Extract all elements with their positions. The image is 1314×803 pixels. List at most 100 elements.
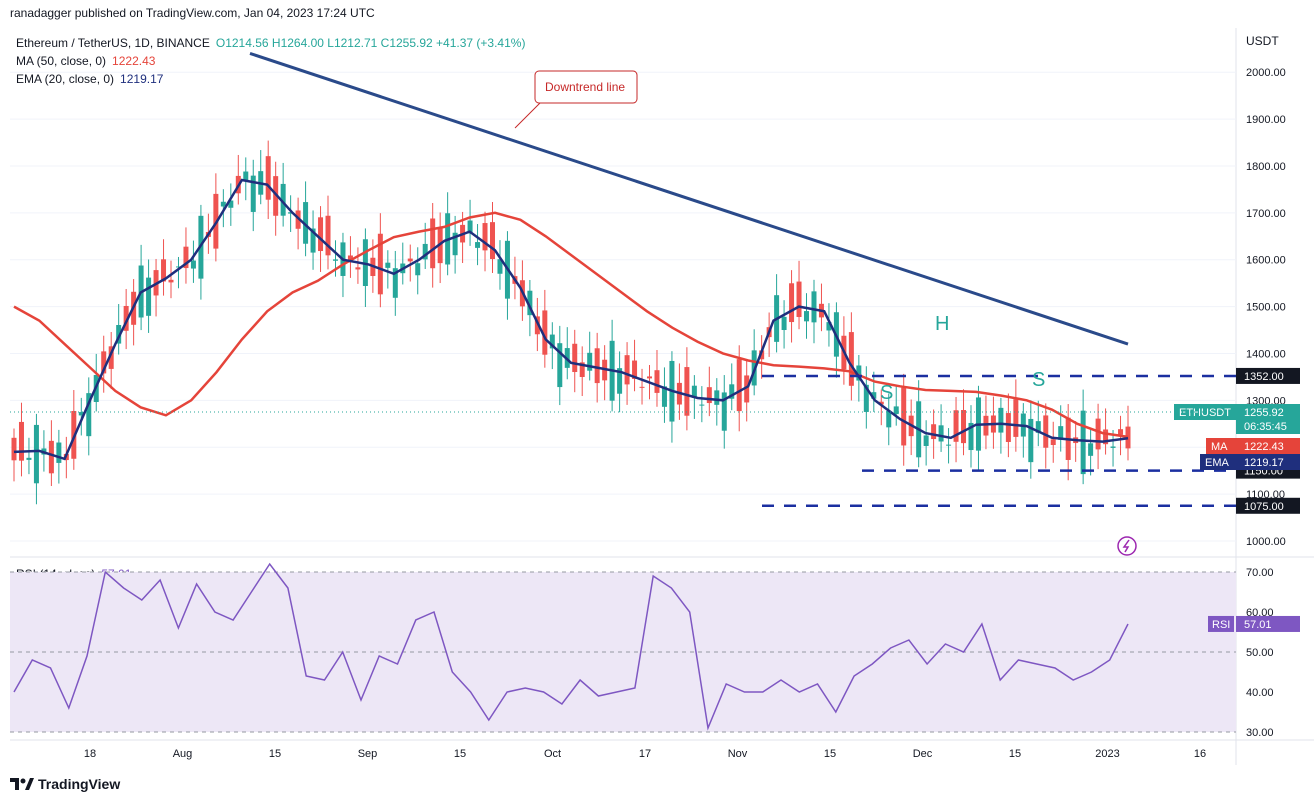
candle-body <box>661 386 667 407</box>
ema-legend-row[interactable]: EMA (20, close, 0) 1219.17 <box>16 70 525 88</box>
candle-body <box>318 217 324 252</box>
candle-body <box>407 258 413 262</box>
price-badge-name: EMA <box>1205 457 1230 469</box>
candle-body <box>467 220 473 234</box>
candle-body <box>385 262 391 268</box>
pattern-shoulder-label: S <box>880 382 893 404</box>
candle-body <box>48 440 54 474</box>
candle-body <box>923 435 929 446</box>
candle-body <box>781 316 787 331</box>
candle-body <box>123 305 129 331</box>
candle-body <box>1080 410 1086 475</box>
candle-body <box>639 386 645 388</box>
brand-name: TradingView <box>38 776 121 792</box>
candle-body <box>617 368 623 394</box>
price-tick-label: 1400.00 <box>1246 348 1286 360</box>
candle-body <box>310 228 316 253</box>
candle-body <box>886 410 892 428</box>
candle-body <box>572 343 578 373</box>
ma-label: MA (50, close, 0) <box>16 54 107 68</box>
candle-body <box>931 424 937 440</box>
level-badge <box>1236 497 1300 514</box>
candle-body <box>901 387 907 446</box>
price-badge-tag <box>1174 404 1236 420</box>
candle-body <box>303 202 309 244</box>
candle-body <box>759 350 765 360</box>
time-tick-label: 18 <box>84 748 96 760</box>
candle-body <box>848 332 854 386</box>
callout-text: Downtrend line <box>545 80 625 94</box>
publisher-line: ranadagger published on TradingView.com,… <box>10 6 375 20</box>
ema-value: 1219.17 <box>120 72 164 86</box>
price-tick-label: 1700.00 <box>1246 208 1286 220</box>
candle-body <box>190 260 196 269</box>
alert-icon <box>1117 536 1137 556</box>
time-tick-label: 15 <box>824 748 836 760</box>
candle-body <box>579 362 585 377</box>
candle-body <box>878 401 884 405</box>
candle-body <box>220 201 226 207</box>
candle-body <box>101 351 107 374</box>
candle-body <box>497 259 503 274</box>
time-tick-label: Nov <box>728 748 748 760</box>
candle-body <box>1125 426 1131 449</box>
candle-body <box>175 266 181 268</box>
candle-body <box>789 283 795 323</box>
time-tick-label: Aug <box>173 748 193 760</box>
candle-body <box>736 359 742 412</box>
candle-body <box>1050 439 1056 446</box>
candle-body <box>953 410 959 442</box>
candle-body <box>826 322 832 331</box>
candle-body <box>968 422 974 451</box>
price-badge <box>1236 404 1300 434</box>
level-badge <box>1236 367 1300 384</box>
candle-body <box>1005 413 1011 442</box>
candle-body <box>654 370 660 393</box>
time-tick-label: Sep <box>358 748 378 760</box>
alert-bolt-icon <box>1122 539 1130 553</box>
symbol-row[interactable]: Ethereum / TetherUS, 1D, BINANCE O1214.5… <box>16 34 525 52</box>
candle-body <box>243 171 249 181</box>
candle-body <box>998 407 1004 433</box>
price-badge-countdown: 06:35:45 <box>1244 421 1287 433</box>
candle-body <box>332 259 338 261</box>
ma-legend-row[interactable]: MA (50, close, 0) 1222.43 <box>16 52 525 70</box>
candle-body <box>863 384 869 412</box>
rsi-badge-tag <box>1208 615 1234 632</box>
candle-body <box>549 334 555 349</box>
candle-body <box>527 290 533 316</box>
rsi-tick-label: 70.00 <box>1246 567 1274 579</box>
price-tick-label: 1900.00 <box>1246 114 1286 126</box>
rsi-tick-label: 50.00 <box>1246 647 1274 659</box>
candle-body <box>1118 429 1124 435</box>
candle-body <box>699 404 705 406</box>
price-badge-name: ETHUSDT <box>1179 407 1231 419</box>
rsi-tick-label: 40.00 <box>1246 687 1274 699</box>
price-badge <box>1236 454 1300 470</box>
candle-body <box>355 267 361 270</box>
time-tick-label: 15 <box>454 748 466 760</box>
candle-body <box>56 442 62 463</box>
candle-body <box>811 291 817 323</box>
price-badge-name: MA <box>1211 441 1228 453</box>
rsi-band <box>10 572 1236 732</box>
candle-body <box>1110 446 1116 448</box>
time-tick-label: 15 <box>269 748 281 760</box>
candle-body <box>691 385 697 398</box>
candle-body <box>961 410 967 444</box>
pattern-head-label: H <box>935 313 949 335</box>
candle-body <box>587 352 593 371</box>
candle-body <box>146 277 152 316</box>
candle-body <box>796 281 802 318</box>
candle-body <box>624 355 630 385</box>
ma-value: 1222.43 <box>112 54 156 68</box>
time-tick-label: Dec <box>913 748 933 760</box>
candle-body <box>228 200 234 208</box>
chart-legend: Ethereum / TetherUS, 1D, BINANCE O1214.5… <box>16 34 525 88</box>
ema-label: EMA (20, close, 0) <box>16 72 115 86</box>
tradingview-logo[interactable]: TradingView <box>10 776 120 792</box>
rsi-badge-name: RSI <box>1212 619 1230 631</box>
downtrend-line <box>249 52 1129 346</box>
price-tick-label: 1000.00 <box>1246 536 1286 548</box>
